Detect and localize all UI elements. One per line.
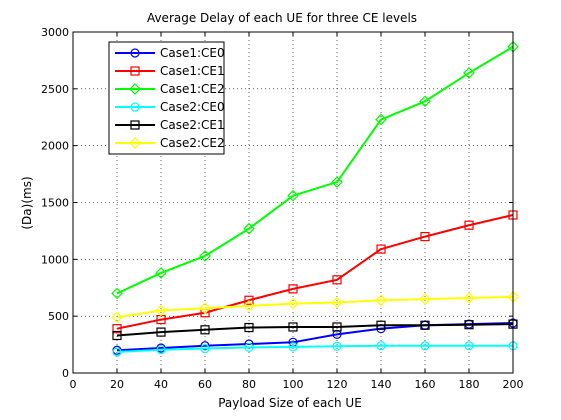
y-tick-label: 2000	[41, 140, 69, 153]
legend-marker	[129, 83, 141, 95]
legend-label: Case2:CE1	[160, 118, 225, 132]
y-tick-label: 1500	[41, 197, 69, 210]
data-point	[419, 95, 431, 108]
data-point	[420, 341, 430, 351]
data-point	[243, 300, 255, 312]
x-tick-label: 160	[415, 378, 436, 391]
data-point	[156, 345, 166, 355]
series-line	[116, 214, 514, 330]
data-point	[200, 343, 210, 354]
x-tick-label: 60	[198, 378, 212, 391]
x-tick-label: 20	[110, 378, 124, 391]
x-tick-label: 0	[70, 378, 77, 391]
legend-label: Case1:CE2	[160, 82, 225, 96]
series-layer	[111, 40, 519, 357]
data-point	[199, 250, 211, 262]
data-point	[332, 329, 342, 339]
data-point	[420, 320, 430, 330]
legend-marker	[129, 137, 141, 149]
x-tick-label: 100	[283, 378, 304, 391]
data-point	[199, 302, 211, 315]
x-tick-label: 80	[242, 378, 256, 391]
legend-entry: Case1:CE0	[115, 46, 225, 60]
y-tick-label: 500	[48, 310, 69, 323]
y-tick-label: 1000	[41, 253, 69, 266]
x-tick-label: 120	[327, 378, 348, 391]
y-tick-label: 3000	[41, 26, 69, 39]
series-case1-ce1	[112, 210, 518, 334]
data-point	[243, 222, 255, 235]
data-point	[332, 341, 342, 351]
legend-marker	[130, 102, 140, 112]
data-point	[463, 292, 475, 304]
legend-entry: Case1:CE1	[115, 64, 225, 78]
x-tick-label: 200	[503, 378, 524, 391]
legend-box	[108, 41, 225, 155]
series-line	[116, 45, 514, 295]
data-point	[200, 325, 210, 335]
data-point	[375, 294, 387, 307]
legend-entry: Case2:CE2	[115, 136, 225, 150]
data-point	[464, 320, 474, 330]
legend: Case1:CE0 Case1:CE1 Case1:CE2 Case2:CE0 Case…	[108, 41, 225, 155]
data-point	[375, 113, 387, 126]
data-point	[244, 342, 254, 353]
legend-entry: Case2:CE1	[115, 118, 225, 132]
data-point	[244, 295, 254, 305]
legend-marker	[130, 66, 140, 76]
data-point	[463, 67, 475, 79]
data-point	[331, 296, 343, 309]
legend-marker	[130, 48, 140, 58]
series-case2-ce2	[111, 290, 519, 324]
axis-ticks: 0 20 40 60 80 100 120 140 160 180 2000500100015002…	[41, 26, 524, 391]
legend-entry: Case2:CE0	[115, 100, 225, 114]
legend-label: Case1:CE0	[160, 46, 225, 60]
data-point	[288, 342, 298, 352]
series-line	[116, 323, 514, 337]
series-line	[116, 344, 513, 353]
x-tick-label: 40	[154, 378, 168, 391]
legend-marker	[130, 120, 140, 130]
data-point	[111, 287, 123, 300]
data-point	[376, 320, 386, 330]
data-point	[464, 220, 474, 230]
data-point	[200, 341, 210, 351]
data-point	[156, 327, 166, 337]
data-point	[376, 244, 386, 254]
data-point	[112, 324, 122, 334]
y-tick-label: 0	[62, 367, 69, 380]
data-point	[155, 304, 167, 317]
data-point	[332, 322, 342, 332]
y-tick-label: 2500	[41, 83, 69, 96]
data-point	[288, 284, 298, 294]
legend-label: Case1:CE1	[160, 64, 225, 78]
data-point	[244, 322, 254, 333]
data-point	[288, 322, 298, 332]
data-point	[287, 297, 299, 310]
x-tick-label: 140	[371, 378, 392, 391]
data-point	[419, 293, 431, 305]
data-point	[332, 275, 342, 285]
data-point	[420, 232, 430, 242]
data-point	[155, 267, 167, 279]
data-point	[331, 176, 343, 188]
data-point	[111, 311, 123, 324]
data-point	[112, 347, 122, 357]
series-line	[116, 295, 514, 319]
x-axis-label: Payload Size of each UE	[218, 396, 362, 410]
x-tick-label: 180	[459, 378, 480, 391]
series-case2-ce1	[112, 319, 518, 341]
legend-label: Case2:CE2	[160, 136, 225, 150]
chart-title: Average Delay of each UE for three CE le…	[147, 11, 417, 25]
data-point	[464, 341, 474, 351]
y-axis-label: (Da)(ms)	[20, 176, 34, 229]
legend-entry: Case1:CE2	[115, 82, 225, 96]
data-point	[376, 341, 386, 351]
data-point	[287, 189, 299, 202]
data-point	[112, 330, 122, 341]
legend-label: Case2:CE0	[160, 100, 225, 114]
